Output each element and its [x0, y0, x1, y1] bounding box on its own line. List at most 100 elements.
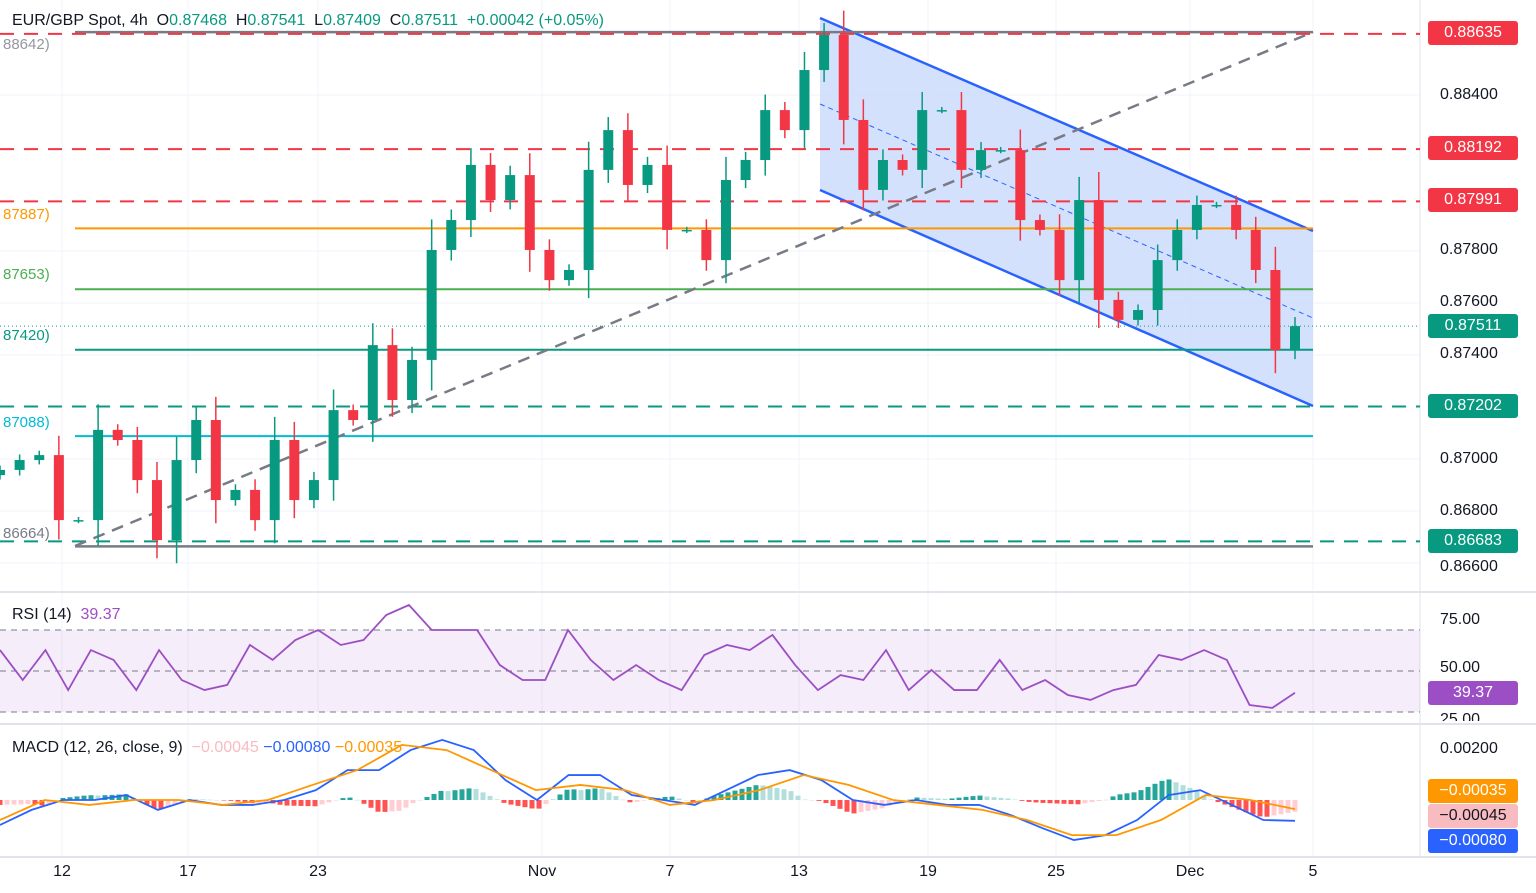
macd-histogram-bar	[690, 800, 696, 803]
macd-histogram-bar	[662, 796, 668, 800]
macd-histogram-bar	[277, 800, 283, 805]
candle	[1152, 260, 1163, 311]
candle	[151, 480, 162, 541]
macd-histogram-bar	[641, 800, 647, 801]
candle	[956, 110, 967, 170]
price-axis-label: 0.87600	[1440, 293, 1498, 310]
macd-tag: −0.00080	[1428, 829, 1518, 853]
candle	[465, 164, 476, 221]
candle	[387, 345, 398, 400]
macd-histogram-bar	[1110, 796, 1116, 800]
macd-histogram-bar	[228, 800, 234, 801]
macd-histogram-bar	[550, 799, 556, 800]
level-label: 87653)	[3, 266, 50, 283]
candle	[819, 34, 830, 71]
macd-histogram-bar	[1124, 793, 1130, 800]
macd-histogram-bar	[333, 800, 339, 801]
macd-histogram-bar	[1215, 800, 1221, 803]
macd-histogram-bar	[585, 789, 591, 800]
candle	[328, 410, 339, 481]
macd-histogram-bar	[158, 800, 164, 809]
macd-histogram-bar	[151, 800, 157, 809]
candle	[250, 489, 261, 521]
macd-histogram-bar	[907, 799, 913, 800]
macd-histogram-bar	[382, 800, 388, 812]
macd-histogram-bar	[298, 800, 304, 806]
macd-histogram-bar	[361, 800, 367, 804]
close-value: 0.87511	[401, 12, 459, 29]
price-axis-label: 0.87800	[1440, 241, 1498, 258]
time-axis-label: Dec	[1175, 863, 1205, 880]
macd-histogram-bar	[165, 800, 171, 807]
macd-histogram-bar	[291, 800, 297, 806]
level-label: 88642)	[3, 36, 50, 53]
symbol-label: EUR/GBP Spot, 4h	[12, 12, 148, 29]
macd-histogram-bar	[1033, 800, 1039, 803]
macd-histogram-bar	[312, 800, 318, 807]
candle	[426, 249, 437, 360]
macd-histogram-bar	[417, 800, 423, 801]
macd-histogram-bar	[487, 795, 493, 800]
time-axis-label: Nov	[527, 863, 557, 880]
macd-histogram-bar	[1096, 800, 1102, 802]
time-axis-label: 5	[1308, 863, 1318, 880]
candle	[367, 345, 378, 420]
candle	[53, 455, 64, 521]
macd-histogram-bar	[970, 796, 976, 800]
macd-histogram-bar	[1229, 800, 1235, 808]
macd-histogram-bar	[522, 800, 528, 808]
candle	[191, 420, 202, 461]
macd-histogram-bar	[1201, 795, 1207, 800]
macd-histogram-bar	[438, 790, 444, 800]
macd-histogram-bar	[39, 800, 45, 806]
rsi-legend: RSI (14) 39.37	[12, 606, 121, 624]
macd-histogram-bar	[375, 800, 381, 812]
macd-histogram-bar	[1131, 792, 1137, 800]
time-axis-label: 19	[919, 863, 937, 880]
candle	[583, 169, 594, 270]
macd-histogram-bar	[1054, 800, 1060, 804]
high-value: 0.87541	[247, 12, 306, 29]
macd-histogram-bar	[851, 800, 857, 814]
price-tag: 0.88192	[1428, 136, 1518, 160]
macd-histogram-bar	[536, 800, 542, 809]
macd-histogram-bar	[676, 798, 682, 800]
macd-histogram-bar	[781, 789, 787, 800]
time-axis-label: 17	[179, 863, 197, 880]
macd-histogram-bar	[697, 800, 703, 801]
macd-histogram-bar	[1005, 798, 1011, 800]
macd-histogram-bar	[1117, 794, 1123, 800]
macd-histogram-bar	[760, 785, 766, 800]
macd-histogram-bar	[557, 794, 563, 800]
macd-histogram-bar	[116, 794, 122, 800]
candle	[1133, 310, 1144, 320]
rsi-axis-label: 25.00	[1440, 711, 1481, 721]
macd-histogram-bar	[1250, 800, 1256, 815]
low-value: 0.87409	[323, 12, 381, 29]
macd-histogram-bar	[592, 788, 598, 800]
macd-histogram-bar	[991, 797, 997, 800]
candle	[230, 489, 241, 501]
macd-histogram-bar	[88, 795, 94, 800]
macd-histogram-bar	[529, 800, 535, 809]
macd-histogram-bar	[774, 787, 780, 800]
last-price-tag: 0.87511	[1428, 314, 1518, 338]
channel-lower-line	[819, 188, 1314, 408]
price-tag: 0.88635	[1428, 21, 1518, 45]
low-label: L	[314, 12, 324, 29]
macd-histogram-bar	[578, 790, 584, 800]
candle	[917, 110, 928, 170]
macd-histogram-bar	[963, 796, 969, 800]
candle	[269, 440, 280, 521]
macd-histogram-bar	[403, 800, 409, 808]
macd-histogram-bar	[1019, 800, 1025, 801]
candle	[210, 420, 221, 501]
macd-histogram-bar	[564, 789, 570, 800]
macd-histogram-bar	[1082, 800, 1088, 804]
macd-histogram-bar	[501, 800, 507, 803]
candle	[976, 150, 987, 170]
time-axis-label: 13	[790, 863, 808, 880]
macd-legend: MACD (12, 26, close, 9) −0.00045 −0.0008…	[12, 739, 402, 757]
candle	[132, 440, 143, 481]
